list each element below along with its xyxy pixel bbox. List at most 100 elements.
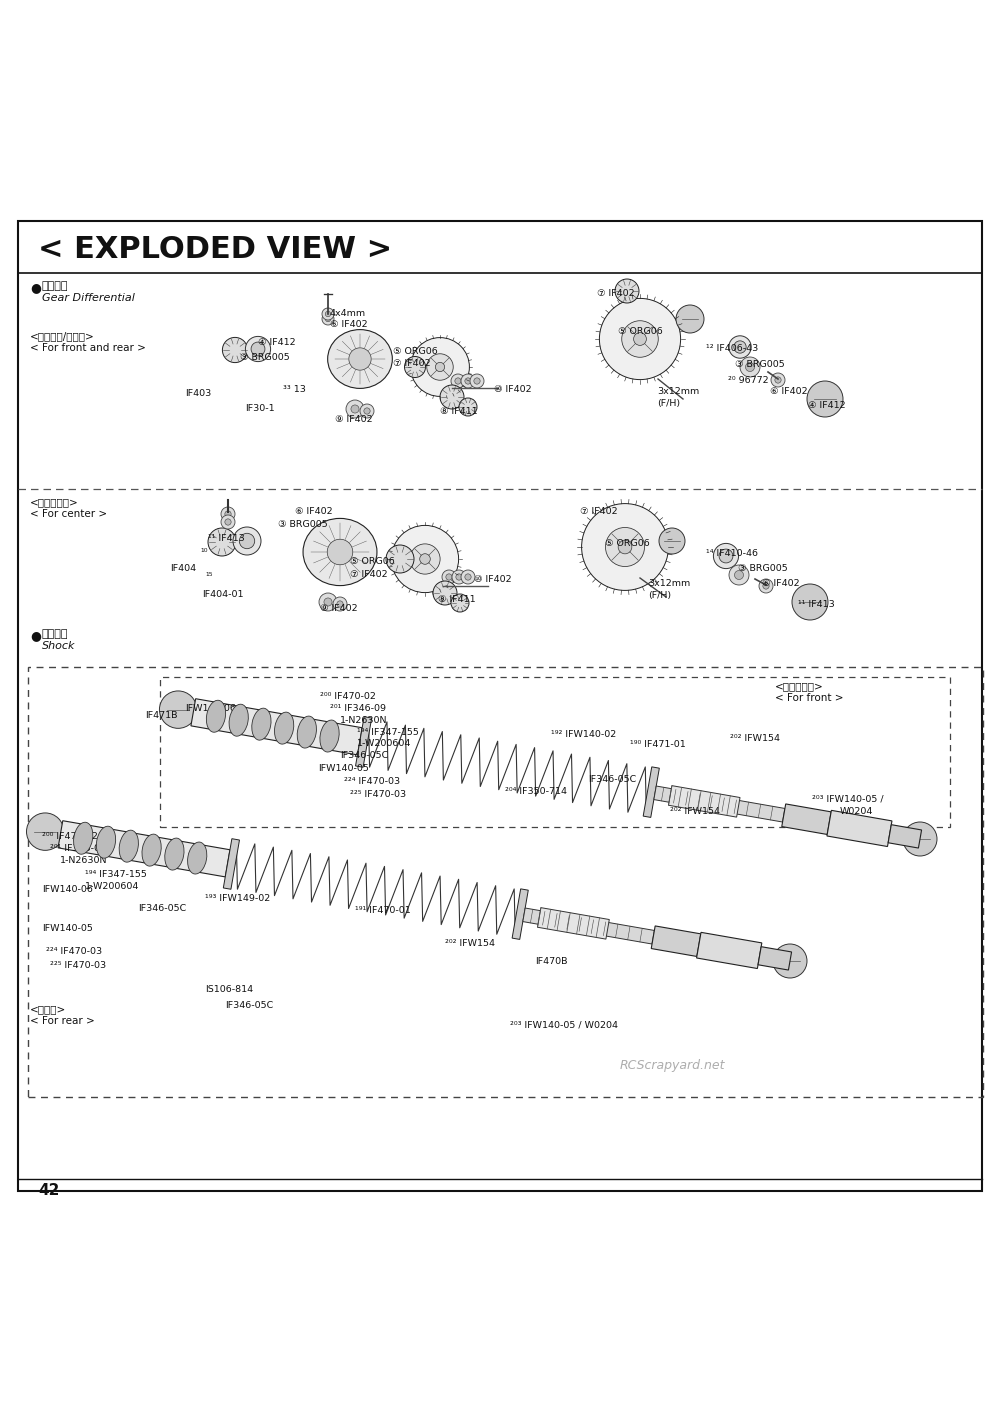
- Text: ④ IF412: ④ IF412: [808, 402, 846, 410]
- Text: IF404: IF404: [170, 564, 196, 573]
- Circle shape: [349, 348, 371, 370]
- Text: ⑦ IF402: ⑦ IF402: [350, 570, 388, 578]
- Text: 1-N2630N: 1-N2630N: [60, 855, 108, 865]
- Polygon shape: [191, 699, 362, 755]
- Circle shape: [759, 578, 773, 592]
- Circle shape: [364, 407, 370, 414]
- Text: ⑦ IF402: ⑦ IF402: [580, 508, 618, 516]
- Circle shape: [771, 373, 785, 387]
- Text: IF30-1: IF30-1: [245, 404, 275, 413]
- Circle shape: [324, 598, 332, 607]
- Circle shape: [459, 397, 477, 416]
- Text: ⑧ IF411: ⑧ IF411: [440, 407, 478, 416]
- Text: ¹⁰: ¹⁰: [200, 549, 208, 557]
- Text: IF346-05C: IF346-05C: [340, 751, 388, 759]
- Text: ²⁰¹ IF346-09: ²⁰¹ IF346-09: [330, 704, 386, 713]
- Text: ⑩ IF402: ⑩ IF402: [474, 575, 512, 584]
- Circle shape: [239, 533, 255, 549]
- Circle shape: [676, 305, 704, 334]
- Circle shape: [427, 354, 453, 380]
- Text: 1-W200604: 1-W200604: [85, 882, 139, 891]
- Text: ③ BRG005: ③ BRG005: [738, 564, 788, 573]
- Circle shape: [245, 337, 271, 362]
- Circle shape: [465, 378, 471, 385]
- Text: ③ BRG005: ③ BRG005: [735, 361, 785, 369]
- Circle shape: [582, 503, 668, 591]
- Text: 4x4mm: 4x4mm: [330, 310, 366, 318]
- Circle shape: [618, 540, 632, 554]
- Circle shape: [773, 945, 807, 978]
- Text: ²²⁴ IF470-03: ²²⁴ IF470-03: [46, 947, 102, 956]
- Text: デフギヤ: デフギヤ: [42, 281, 68, 291]
- Text: ¹¹ IF413: ¹¹ IF413: [798, 600, 835, 609]
- Text: ²⁰⁰ IF470-02: ²⁰⁰ IF470-02: [320, 691, 376, 701]
- Circle shape: [470, 373, 484, 387]
- Text: W0204: W0204: [840, 807, 873, 816]
- Text: 42: 42: [38, 1184, 59, 1198]
- Circle shape: [225, 519, 231, 525]
- Circle shape: [807, 380, 843, 417]
- Text: <フロント用>: <フロント用>: [775, 682, 824, 691]
- Circle shape: [333, 597, 347, 611]
- Text: ²⁰¹ IF346-09: ²⁰¹ IF346-09: [50, 844, 106, 853]
- Text: RCScrapyard.net: RCScrapyard.net: [620, 1059, 726, 1072]
- Ellipse shape: [275, 713, 294, 744]
- Text: ¹⁹⁴ IF347-155: ¹⁹⁴ IF347-155: [357, 728, 419, 737]
- Text: ⑩ IF402: ⑩ IF402: [494, 385, 532, 395]
- Text: IF346-05C: IF346-05C: [138, 904, 186, 913]
- Text: <フロント/リヤ用>: <フロント/リヤ用>: [30, 331, 95, 341]
- Ellipse shape: [119, 830, 138, 863]
- Text: ⑤ ORG06: ⑤ ORG06: [605, 539, 650, 549]
- Circle shape: [322, 308, 334, 320]
- Text: ²⁰³ IFW140-05 / W0204: ²⁰³ IFW140-05 / W0204: [510, 1019, 618, 1029]
- Ellipse shape: [188, 843, 207, 874]
- Polygon shape: [643, 766, 659, 817]
- Text: ¹⁹⁰ IF471-01: ¹⁹⁰ IF471-01: [630, 740, 686, 749]
- Text: IF346-05C: IF346-05C: [588, 775, 636, 783]
- Ellipse shape: [328, 329, 392, 389]
- Text: ●: ●: [30, 629, 41, 642]
- Polygon shape: [758, 947, 792, 970]
- Text: IF471B: IF471B: [145, 711, 178, 720]
- Circle shape: [446, 574, 452, 580]
- Circle shape: [746, 362, 755, 372]
- Circle shape: [599, 298, 681, 379]
- Text: IF346-05C: IF346-05C: [225, 1001, 273, 1010]
- Text: ⑥ IF402: ⑥ IF402: [295, 508, 333, 516]
- Circle shape: [159, 691, 197, 728]
- Text: IF404-01: IF404-01: [202, 590, 244, 600]
- Text: ¹¹ IF413: ¹¹ IF413: [208, 534, 245, 543]
- Text: ⑦ IF402: ⑦ IF402: [597, 288, 635, 298]
- Text: ④ IF412: ④ IF412: [258, 338, 296, 346]
- Ellipse shape: [165, 839, 184, 870]
- Text: < EXPLODED VIEW >: < EXPLODED VIEW >: [38, 235, 392, 264]
- Polygon shape: [537, 908, 609, 939]
- Circle shape: [222, 338, 248, 362]
- Circle shape: [221, 508, 235, 520]
- Ellipse shape: [74, 823, 93, 854]
- Text: Gear Differential: Gear Differential: [42, 293, 135, 303]
- Circle shape: [452, 570, 466, 584]
- Circle shape: [221, 515, 235, 529]
- Polygon shape: [223, 839, 239, 889]
- Polygon shape: [827, 810, 892, 847]
- Circle shape: [337, 601, 343, 607]
- Text: (F/H): (F/H): [657, 399, 680, 409]
- Ellipse shape: [96, 826, 116, 858]
- Circle shape: [435, 362, 445, 372]
- Circle shape: [451, 373, 465, 387]
- Text: ¹⁵: ¹⁵: [205, 573, 212, 581]
- Text: ⑥ IF402: ⑥ IF402: [770, 387, 808, 396]
- Polygon shape: [782, 805, 831, 834]
- Circle shape: [456, 574, 462, 580]
- Text: ⑥ IF402: ⑥ IF402: [330, 320, 368, 329]
- Circle shape: [763, 583, 769, 590]
- Circle shape: [351, 404, 359, 413]
- Circle shape: [659, 527, 685, 554]
- Circle shape: [461, 570, 475, 584]
- Text: IFW140-06: IFW140-06: [42, 885, 93, 894]
- Circle shape: [719, 549, 733, 563]
- Text: Shock: Shock: [42, 641, 76, 650]
- Circle shape: [729, 566, 749, 585]
- Text: ⑤ ORG06: ⑤ ORG06: [393, 346, 438, 356]
